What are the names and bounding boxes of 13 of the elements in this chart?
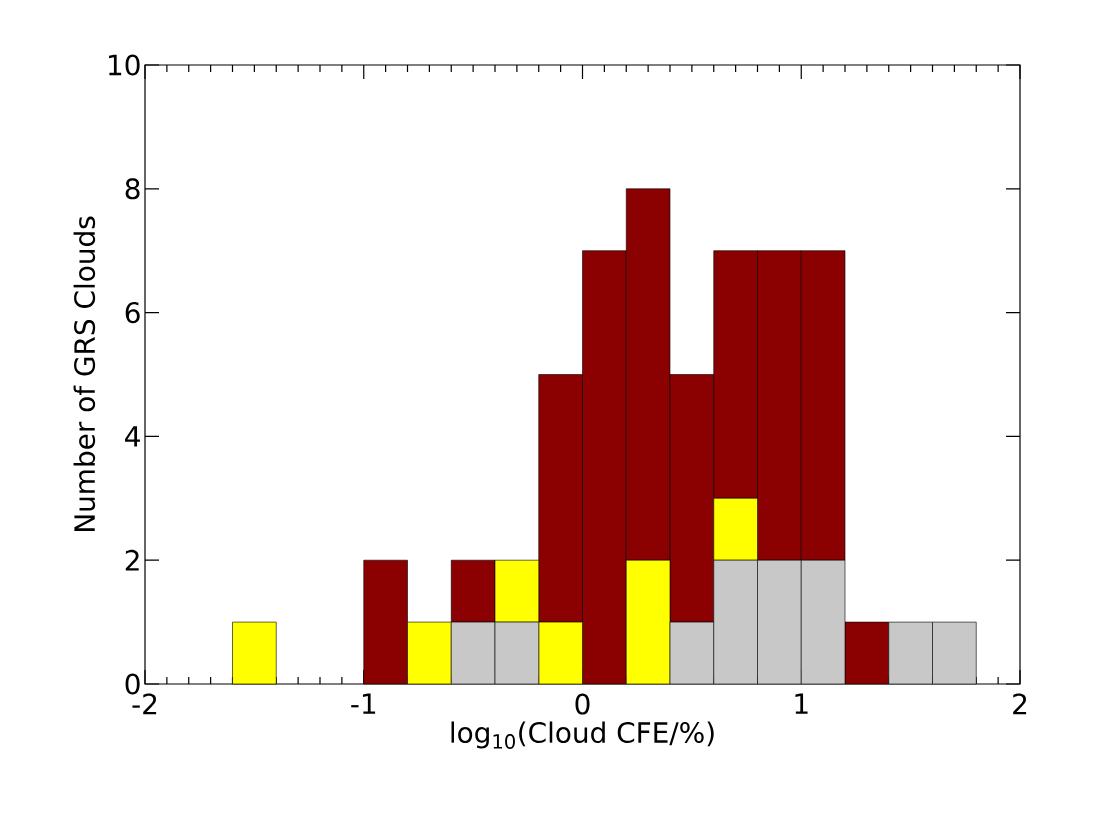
y-tick-label: 8 — [125, 178, 140, 200]
x-tick-label: 2 — [1013, 693, 1027, 715]
x-tick-label: 1 — [795, 693, 808, 714]
y-tick-label: 10 — [109, 54, 140, 76]
y-tick-label: 6 — [125, 302, 140, 324]
x-tick-label: 0 — [575, 693, 590, 715]
y-tick-label: 4 — [125, 426, 140, 447]
x-axis-title: log$_{10}$(Cloud CFE/%) — [451, 721, 714, 749]
y-tick-label: 2 — [125, 549, 139, 571]
y-axis-title: Number of GRS Clouds — [73, 216, 96, 531]
y-tick-label: 0 — [125, 673, 140, 695]
x-tick-label: -1 — [351, 693, 376, 714]
x-tick-label: -2 — [132, 693, 157, 715]
